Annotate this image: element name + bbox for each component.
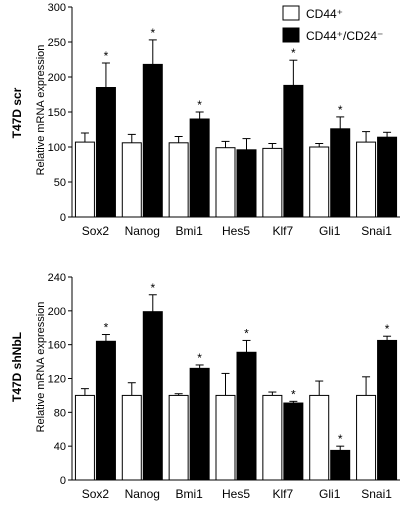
significance-marker: * <box>385 322 390 336</box>
x-tick-label: Hes5 <box>222 224 250 238</box>
bar <box>121 142 142 218</box>
bar <box>377 136 398 218</box>
y-tick-label: 240 <box>48 272 66 284</box>
bar <box>262 147 283 218</box>
y-tick-label: 0 <box>60 475 66 487</box>
bar <box>283 84 304 218</box>
bar <box>330 449 351 481</box>
x-tick-label: Klf7 <box>273 224 294 238</box>
y-tick-label: 200 <box>48 306 66 318</box>
bar <box>309 146 330 218</box>
y-tick-label: 250 <box>48 37 66 49</box>
bar <box>330 128 351 218</box>
bar <box>236 351 257 481</box>
y-axis-label: Relative mRNA expression <box>35 302 47 433</box>
x-tick-label: Nanog <box>125 224 160 238</box>
bar <box>309 394 330 481</box>
bar <box>168 394 189 481</box>
significance-marker: * <box>197 351 202 365</box>
significance-marker: * <box>150 26 155 40</box>
x-tick-label: Gli1 <box>319 224 341 238</box>
significance-marker: * <box>338 432 343 446</box>
bar <box>236 149 257 218</box>
bar <box>189 118 210 218</box>
chart-panel-shnbl: T47D shNbL Relative mRNA expression 0 40 8… <box>10 272 400 501</box>
y-tick-label: 100 <box>48 142 66 154</box>
x-tick-label: Sox2 <box>82 487 110 501</box>
bar <box>142 311 163 481</box>
y-tick-label: 50 <box>54 177 66 189</box>
x-tick-label: Hes5 <box>222 487 250 501</box>
bar <box>215 394 236 481</box>
x-tick-label: Gli1 <box>319 487 341 501</box>
panel-label: T47D scr <box>10 87 24 138</box>
bar <box>142 63 163 218</box>
bar <box>74 394 95 481</box>
bar <box>74 141 95 218</box>
y-tick-label: 160 <box>48 340 66 352</box>
legend: CD44⁺ CD44⁺/CD24⁻ <box>282 5 383 43</box>
bar <box>356 141 377 218</box>
bar <box>168 142 189 218</box>
panel-label: T47D shNbL <box>10 332 24 402</box>
y-tick-label: 300 <box>48 2 66 14</box>
y-axis-label: Relative mRNA expression <box>35 45 47 176</box>
significance-marker: * <box>104 321 109 335</box>
y-tick-label: 200 <box>48 72 66 84</box>
x-tick-label: Snai1 <box>361 224 392 238</box>
significance-marker: * <box>291 387 296 401</box>
significance-marker: * <box>104 49 109 63</box>
bar <box>121 394 142 481</box>
significance-marker: * <box>197 98 202 112</box>
bar <box>215 147 236 218</box>
significance-marker: * <box>244 326 249 340</box>
bar <box>283 402 304 481</box>
bar <box>95 340 116 481</box>
legend-swatch-cd44 <box>282 5 300 21</box>
y-tick-label: 150 <box>48 107 66 119</box>
x-tick-label: Sox2 <box>82 224 110 238</box>
x-tick-label: Klf7 <box>273 487 294 501</box>
significance-marker: * <box>338 103 343 117</box>
legend-swatch-cd44-cd24 <box>282 27 300 43</box>
bar <box>262 394 283 481</box>
x-tick-label: Bmi1 <box>175 224 203 238</box>
y-tick-label: 0 <box>60 212 66 224</box>
y-tick-label: 40 <box>54 441 66 453</box>
y-tick-label: 80 <box>54 407 66 419</box>
legend-label-cd44: CD44⁺ <box>306 7 343 21</box>
x-tick-label: Nanog <box>125 487 160 501</box>
bar <box>189 367 210 481</box>
bar <box>377 339 398 481</box>
x-tick-label: Snai1 <box>361 487 392 501</box>
significance-marker: * <box>150 281 155 295</box>
significance-marker: * <box>291 46 296 60</box>
legend-label-cd44-cd24: CD44⁺/CD24⁻ <box>306 29 383 43</box>
bar <box>95 87 116 218</box>
y-tick-label: 120 <box>48 374 66 386</box>
bar <box>356 394 377 481</box>
chart-panel-scr: T47D scr Relative mRNA expression 0 50 100… <box>10 2 400 238</box>
x-tick-label: Bmi1 <box>175 487 203 501</box>
